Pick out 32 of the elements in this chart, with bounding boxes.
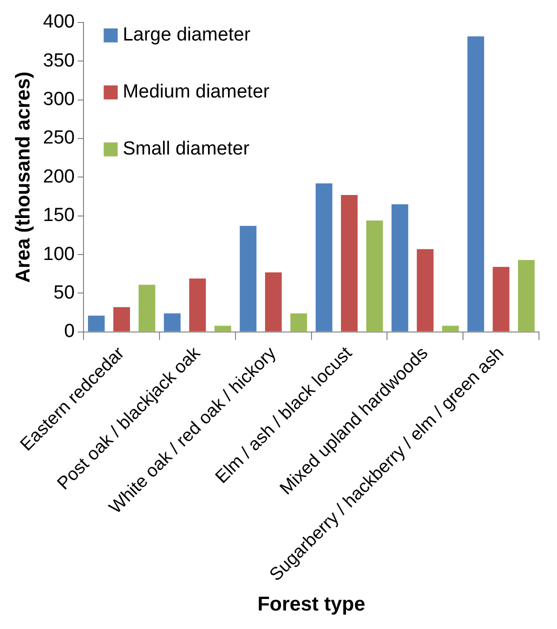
bar — [467, 36, 484, 332]
bar — [189, 278, 206, 332]
legend-label: Large diameter — [122, 24, 252, 46]
legend-label: Medium diameter — [122, 82, 270, 103]
bar — [240, 226, 256, 332]
bar — [138, 284, 156, 332]
bar — [88, 316, 105, 332]
y-tick-label: 400 — [43, 12, 75, 33]
y-tick-label: 200 — [43, 166, 75, 188]
y-tick-label: 50 — [54, 282, 75, 304]
bar — [290, 313, 308, 332]
y-tick-label: 350 — [43, 50, 75, 72]
y-tick-label: 150 — [43, 205, 75, 226]
x-axis-title: Forest type — [257, 594, 366, 616]
bar — [366, 220, 383, 332]
bar — [518, 260, 535, 332]
bar — [442, 326, 459, 332]
y-tick-label: 100 — [43, 244, 75, 265]
bar — [214, 326, 232, 332]
y-axis-title: Area (thousand acres) — [12, 72, 35, 283]
bar — [416, 249, 434, 332]
y-tick-label: 250 — [43, 128, 75, 149]
bar — [265, 272, 282, 332]
bar — [113, 307, 130, 332]
bar — [164, 313, 181, 332]
bar — [392, 204, 408, 332]
legend-label: Small diameter — [122, 138, 250, 160]
bar — [340, 194, 358, 332]
y-tick-label: 0 — [64, 321, 75, 342]
bar — [316, 183, 332, 332]
bar — [492, 266, 510, 332]
y-tick-label: 300 — [43, 89, 75, 110]
